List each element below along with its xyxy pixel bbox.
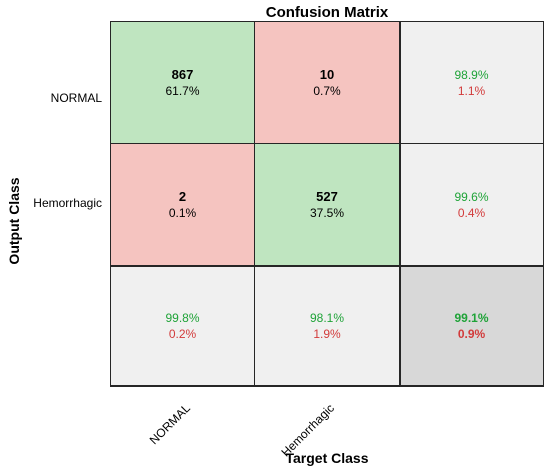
col-summary-hemorrhagic: 98.1% 1.9% bbox=[255, 266, 400, 386]
cell-percent: 0.1% bbox=[168, 205, 197, 220]
summary-incorrect: 1.1% bbox=[457, 83, 486, 98]
y-axis-label: Output Class bbox=[6, 177, 22, 265]
col-summary-normal: 99.8% 0.2% bbox=[111, 266, 255, 386]
overall-incorrect: 0.9% bbox=[457, 326, 486, 341]
col-label-normal: NORMAL bbox=[146, 401, 193, 448]
overall-correct: 99.1% bbox=[454, 310, 489, 325]
summary-correct: 99.8% bbox=[165, 310, 200, 325]
summary-row-divider bbox=[111, 265, 543, 267]
cell-hemorrhagic-hemorrhagic: 527 37.5% bbox=[255, 144, 400, 266]
matrix-grid: 867 61.7% 10 0.7% 98.9% 1.1% 2 0.1% 527 … bbox=[110, 21, 544, 387]
cell-count: 2 bbox=[178, 188, 187, 204]
summary-incorrect: 1.9% bbox=[313, 326, 341, 341]
cell-percent: 0.7% bbox=[313, 83, 341, 98]
cell-normal-normal: 867 61.7% bbox=[111, 22, 255, 144]
cell-count: 527 bbox=[316, 188, 338, 204]
row-summary-normal: 98.9% 1.1% bbox=[400, 22, 544, 144]
cell-count: 10 bbox=[319, 66, 335, 82]
cell-percent: 61.7% bbox=[165, 83, 200, 98]
chart-title: Confusion Matrix bbox=[265, 4, 389, 21]
row-label-hemorrhagic: Hemorrhagic bbox=[33, 196, 102, 210]
row-summary-hemorrhagic: 99.6% 0.4% bbox=[400, 144, 544, 266]
summary-column-divider bbox=[399, 22, 401, 386]
cell-count: 867 bbox=[171, 66, 194, 82]
summary-correct: 98.1% bbox=[309, 310, 345, 325]
cell-hemorrhagic-normal: 2 0.1% bbox=[111, 144, 255, 266]
overall-accuracy-cell: 99.1% 0.9% bbox=[400, 266, 544, 386]
summary-correct: 99.6% bbox=[454, 189, 489, 204]
cell-normal-hemorrhagic: 10 0.7% bbox=[255, 22, 400, 144]
cell-percent: 37.5% bbox=[309, 205, 345, 220]
row-label-normal: NORMAL bbox=[50, 91, 102, 105]
summary-incorrect: 0.4% bbox=[457, 205, 486, 220]
x-axis-label: Target Class bbox=[285, 450, 369, 466]
summary-correct: 98.9% bbox=[454, 67, 489, 82]
summary-incorrect: 0.2% bbox=[168, 326, 197, 341]
